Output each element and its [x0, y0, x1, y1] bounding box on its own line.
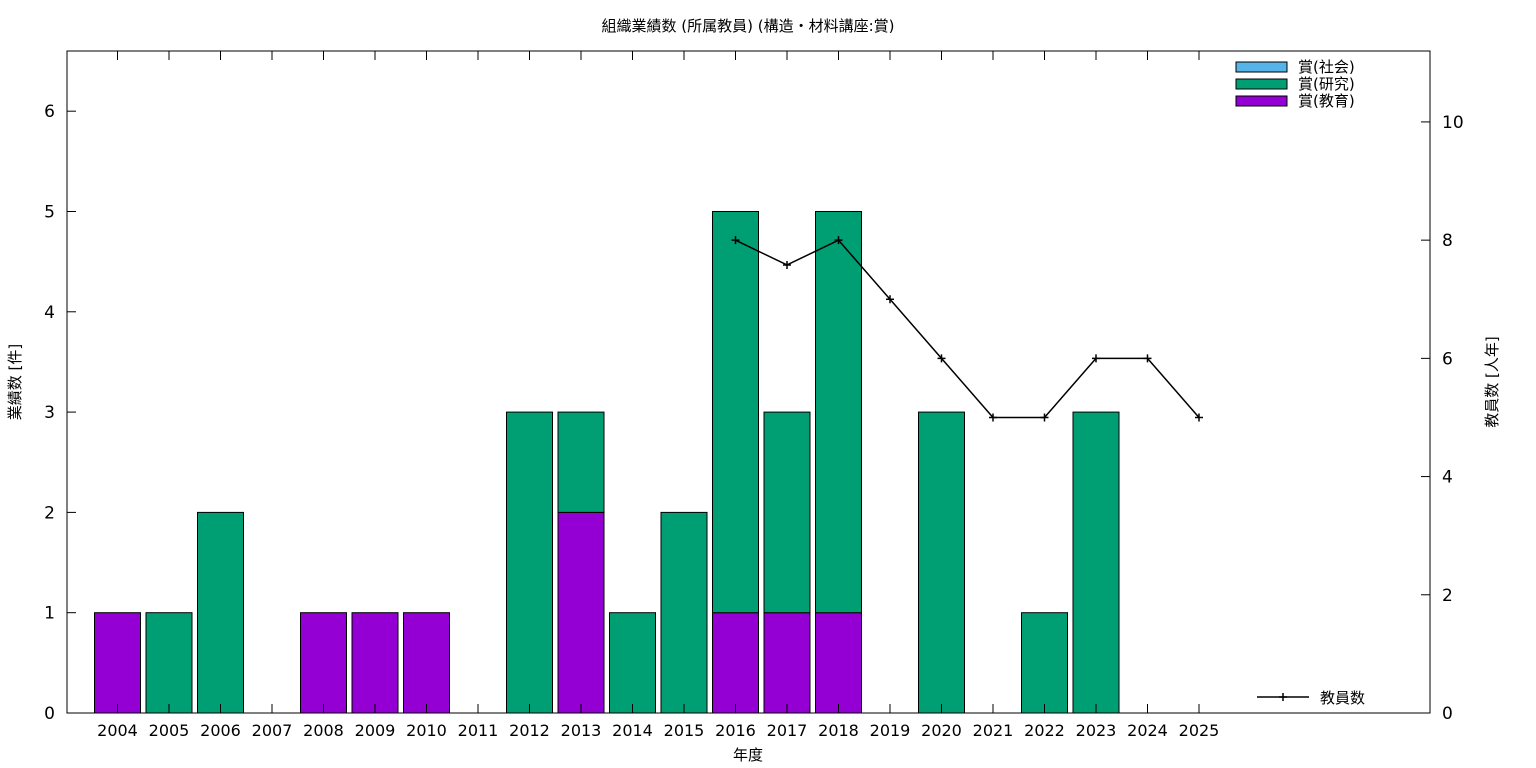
plot-border — [66, 50, 1431, 714]
legend-swatch-2 — [1235, 95, 1288, 107]
bar-2015-series-1 — [660, 511, 708, 714]
x-tick-label-2008: 2008 — [303, 721, 344, 740]
x-tick-label-2020: 2020 — [921, 721, 962, 740]
x-axis-label: 年度 — [733, 746, 763, 764]
y2-tick-label: 6 — [1442, 349, 1453, 369]
y-tick-label: 5 — [44, 202, 55, 222]
y-axis-label: 業績数 [件] — [6, 344, 24, 420]
legend-label-2: 賞(教育) — [1298, 92, 1355, 110]
x-tick-label-2024: 2024 — [1127, 721, 1168, 740]
x-tick-label-2013: 2013 — [561, 721, 602, 740]
y2-tick-label: 2 — [1442, 586, 1453, 606]
x-tick-label-2022: 2022 — [1024, 721, 1065, 740]
bar-2018-series-1 — [815, 210, 862, 614]
point-teachers-2021 — [989, 413, 997, 422]
y-tick-label: 4 — [44, 303, 55, 323]
y2-tick-label: 8 — [1442, 231, 1453, 251]
y2-tick-label: 4 — [1442, 468, 1453, 488]
x-tick-label-2012: 2012 — [509, 721, 550, 740]
x-tick-label-2006: 2006 — [200, 721, 241, 740]
point-teachers-2025 — [1195, 413, 1203, 422]
chart-title: 組織業績数 (所属教員) (構造・材料講座:賞) — [602, 17, 895, 35]
bar-2009-series-0 — [351, 612, 399, 714]
line-teachers — [735, 239, 1200, 419]
x-tick-label-2021: 2021 — [973, 721, 1014, 740]
point-teachers-2022 — [1040, 413, 1049, 422]
bar-2006-series-1 — [197, 511, 244, 714]
bar-2022-series-1 — [1021, 612, 1068, 714]
legend-swatch-0 — [1235, 61, 1288, 73]
x-tick-label-2015: 2015 — [664, 721, 705, 740]
y-tick-label: 2 — [44, 503, 55, 523]
point-teachers-2024 — [1143, 354, 1152, 363]
legend-swatch-1 — [1235, 78, 1288, 90]
point-teachers-2018 — [834, 236, 843, 245]
y2-tick-label: 0 — [1442, 704, 1453, 724]
point-teachers-2019 — [886, 295, 894, 304]
x-tick-label-2005: 2005 — [149, 721, 190, 740]
bar-2013-series-1 — [557, 411, 605, 513]
point-teachers-2017 — [783, 260, 791, 269]
point-teachers-2020 — [937, 354, 946, 363]
legend-label-0: 賞(社会) — [1298, 58, 1355, 76]
plot-area: 0 1 2 3 4 5 6 0 2 4 6 8 10 2004 2005 2006 2007 2008 2009 20… — [44, 50, 1464, 740]
bar-2014-series-1 — [609, 612, 656, 714]
bar-2023-series-1 — [1072, 411, 1120, 714]
point-teachers-2023 — [1092, 354, 1100, 363]
bar-2020-series-1 — [918, 411, 965, 714]
bar-2010-series-0 — [403, 612, 450, 714]
bar-2016-series-0 — [712, 612, 759, 714]
x-tick-label-2018: 2018 — [818, 721, 859, 740]
y2-axis-label: 教員数 [人年] — [1483, 336, 1501, 427]
x-tick-label-2007: 2007 — [252, 721, 293, 740]
bar-2013-series-0 — [557, 511, 605, 714]
bar-2018-series-0 — [815, 612, 862, 714]
y-tick-label: 1 — [44, 604, 55, 624]
bar-2017-series-1 — [763, 411, 811, 614]
y-tick-label: 0 — [44, 704, 55, 724]
x-tick-label-2019: 2019 — [870, 721, 911, 740]
x-tick-label-2017: 2017 — [767, 721, 808, 740]
bar-2012-series-1 — [506, 411, 553, 714]
y-tick-label: 3 — [44, 403, 55, 423]
x-tick-label-2004: 2004 — [97, 721, 138, 740]
bar-2008-series-0 — [300, 612, 347, 714]
bar-2005-series-1 — [145, 612, 193, 714]
legend-label-teachers: 教員数 — [1320, 689, 1365, 707]
legend-label-1: 賞(研究) — [1298, 75, 1355, 93]
bar-2016-series-1 — [712, 210, 759, 614]
x-tick-label-2016: 2016 — [715, 721, 756, 740]
y2-tick-label: 10 — [1442, 113, 1464, 133]
x-tick-label-2010: 2010 — [406, 721, 447, 740]
point-teachers-2016 — [731, 236, 740, 245]
legend-marker-teachers — [1279, 693, 1287, 701]
bar-2017-series-0 — [763, 612, 811, 714]
x-tick-label-2023: 2023 — [1076, 721, 1117, 740]
x-tick-label-2025: 2025 — [1179, 721, 1220, 740]
x-tick-label-2014: 2014 — [612, 721, 653, 740]
x-tick-label-2009: 2009 — [355, 721, 396, 740]
y-tick-label: 6 — [44, 102, 55, 122]
bar-2004-series-0 — [94, 612, 141, 714]
x-tick-label-2011: 2011 — [458, 721, 499, 740]
